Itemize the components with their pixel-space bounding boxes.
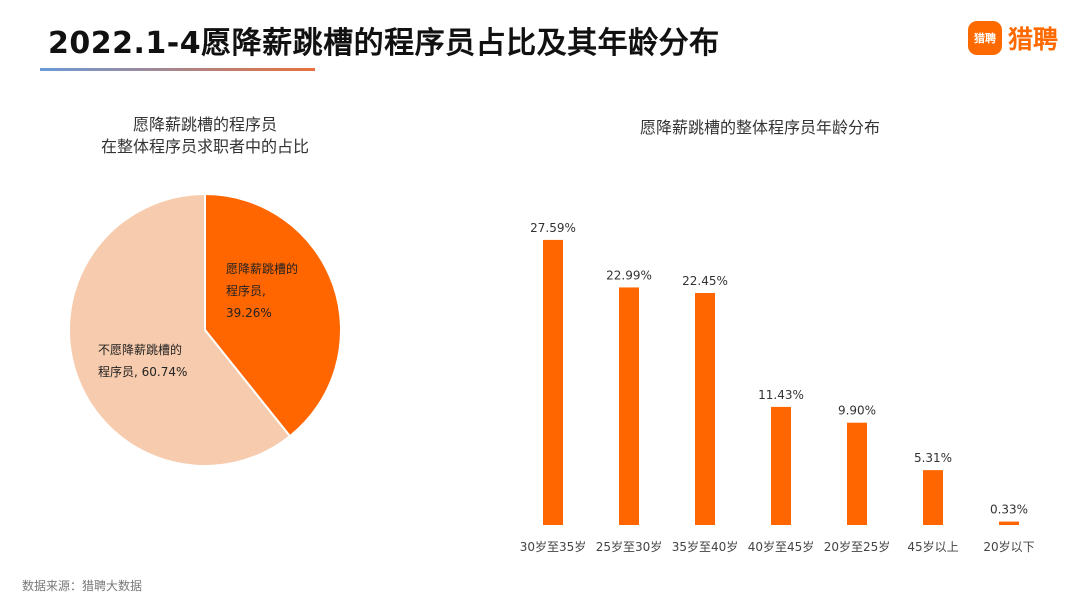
bar-category-label-0: 30岁至35岁 — [520, 539, 587, 554]
pie-slice-willing — [204, 192, 342, 438]
bar-category-label-5: 45岁以上 — [907, 539, 958, 554]
bar-value-label-2: 22.45% — [682, 274, 728, 288]
bar-2 — [695, 293, 715, 525]
page-title: 2022.1-4愿降薪跳槽的程序员占比及其年龄分布 — [48, 26, 720, 61]
liepin-logo-icon: 猎聘 — [967, 21, 1002, 55]
bar-chart: 27.59% 30岁至35岁 22.99% 25岁至30岁 22.45% 35岁至40岁 1… — [520, 221, 1035, 554]
title-underline — [40, 68, 315, 71]
pie-chart — [68, 192, 342, 467]
bar-chart-title: 愿降薪跳槽的整体程序员年龄分布 — [639, 118, 880, 137]
bar-value-label-0: 27.59% — [530, 221, 576, 235]
bar-category-label-6: 20岁以下 — [983, 539, 1034, 554]
pie-title-line2: 在整体程序员求职者中的占比 — [100, 137, 309, 156]
bar-value-label-4: 9.90% — [838, 404, 876, 418]
pie-label-willing: 愿降薪跳槽的 程序员, 39.26% — [226, 258, 298, 324]
bar-6 — [999, 521, 1019, 525]
pie-label-willing-pct: 39.26% — [226, 306, 272, 320]
pie-chart-title: 愿降薪跳槽的程序员 在整体程序员求职者中的占比 — [70, 114, 340, 158]
bar-value-label-3: 11.43% — [758, 388, 804, 402]
pie-label-willing-line2: 程序员, — [226, 284, 266, 298]
pie-label-willing-line1: 愿降薪跳槽的 — [226, 262, 299, 276]
pie-label-unwilling: 不愿降薪跳槽的 程序员, 60.74% — [98, 339, 187, 383]
bar-1 — [619, 287, 639, 525]
pie-title-line1: 愿降薪跳槽的程序员 — [132, 115, 277, 134]
bar-category-label-4: 20岁至25岁 — [824, 539, 891, 554]
bar-value-label-1: 22.99% — [606, 268, 652, 282]
bar-category-label-2: 35岁至40岁 — [672, 539, 739, 554]
pie-label-unwilling-line1: 不愿降薪跳槽的 — [98, 343, 183, 357]
pie-label-unwilling-line2: 程序员, 60.74% — [98, 365, 188, 379]
bar-4 — [847, 422, 867, 525]
data-source: 数据来源：猎聘大数据 — [22, 579, 143, 593]
bar-category-label-3: 40岁至45岁 — [748, 539, 815, 554]
pie-slice-unwilling — [68, 192, 292, 467]
bar-3 — [771, 406, 791, 525]
liepin-logo: 猎聘 猎聘 — [967, 20, 1058, 56]
bar-value-label-5: 5.31% — [914, 451, 952, 465]
bar-value-label-6: 0.33% — [990, 503, 1028, 517]
bar-5 — [923, 470, 943, 525]
liepin-logo-text: 猎聘 — [1007, 25, 1058, 54]
bar-0 — [543, 239, 563, 526]
bar-category-label-1: 25岁至30岁 — [596, 539, 663, 554]
